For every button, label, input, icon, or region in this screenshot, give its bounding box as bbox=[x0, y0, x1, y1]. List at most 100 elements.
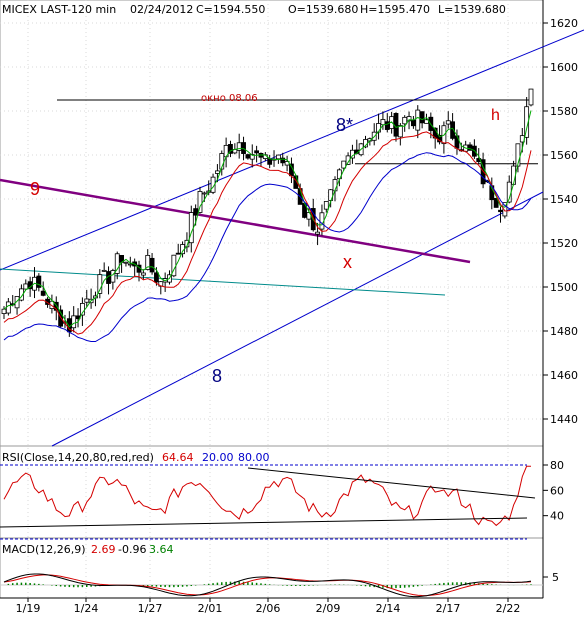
candle-body bbox=[493, 197, 499, 208]
candle-body bbox=[215, 170, 220, 174]
candle-body bbox=[249, 154, 255, 160]
rsi-tick-label: 80 bbox=[550, 459, 564, 472]
y-tick-label: 1520 bbox=[550, 237, 578, 250]
rsi-value: 64.64 bbox=[162, 451, 194, 464]
rsi-support-line bbox=[0, 517, 528, 528]
candle-body bbox=[241, 142, 246, 154]
wave-h-label: h bbox=[491, 107, 500, 124]
candle-body bbox=[210, 176, 216, 193]
rsi-line bbox=[3, 465, 531, 527]
candle-body bbox=[127, 263, 133, 266]
wave-8-star-label: 8* bbox=[336, 115, 353, 135]
candle-body bbox=[175, 252, 181, 255]
x-tick-label: 1/27 bbox=[138, 602, 163, 615]
candle-body bbox=[123, 261, 129, 264]
candle-body bbox=[406, 116, 412, 122]
candle-body bbox=[502, 202, 508, 217]
candle-body bbox=[384, 121, 390, 130]
x-tick-label: 2/06 bbox=[256, 602, 281, 615]
low-value: L=1539.680 bbox=[438, 3, 506, 16]
candle-body bbox=[323, 201, 329, 210]
candle-body bbox=[1, 308, 7, 314]
candle-body bbox=[36, 275, 42, 288]
moving-average-line bbox=[3, 152, 532, 342]
moving-average-line bbox=[3, 110, 532, 328]
macd-tick-label: 5 bbox=[552, 571, 559, 584]
lower-channel-line bbox=[51, 191, 544, 447]
macd-line bbox=[3, 573, 532, 598]
candle-body bbox=[19, 288, 24, 301]
moving-average-line bbox=[3, 131, 532, 335]
macd-signal-line bbox=[3, 574, 532, 597]
candle-body bbox=[53, 301, 59, 311]
candle-body bbox=[498, 209, 503, 213]
x-tick-label: 2/14 bbox=[376, 602, 401, 615]
x-tick-label: 2/22 bbox=[496, 602, 521, 615]
candle-body bbox=[71, 315, 77, 329]
candle-body bbox=[114, 253, 120, 274]
macd-value-1: 2.69 bbox=[91, 543, 116, 556]
y-tick-label: 1480 bbox=[550, 325, 578, 338]
y-axis: 1440 1460 1480 1500 1520 1540 1560 1580 1600 1620… bbox=[543, 17, 578, 584]
y-tick-label: 1620 bbox=[550, 17, 578, 30]
rsi-level-high: 80.00 bbox=[238, 451, 270, 464]
macd-label: MACD(12,26,9) bbox=[2, 543, 86, 556]
high-value: H=1595.470 bbox=[360, 3, 430, 16]
candle-body bbox=[84, 298, 90, 303]
grid bbox=[0, 0, 543, 598]
candle-body bbox=[528, 88, 534, 106]
candle-body bbox=[110, 270, 116, 283]
chart-title: MICEX LAST-120 min bbox=[2, 3, 116, 16]
macd-value-3: 3.64 bbox=[149, 543, 174, 556]
macd-value-2: -0.96 bbox=[118, 543, 146, 556]
x-tick-label: 1/24 bbox=[74, 602, 99, 615]
candle-body bbox=[267, 158, 273, 165]
candle-body bbox=[97, 274, 103, 294]
candle-body bbox=[380, 119, 386, 126]
upper-channel-line bbox=[0, 29, 584, 271]
candle-body bbox=[275, 154, 281, 160]
candle-body bbox=[397, 125, 403, 138]
candle-body bbox=[245, 154, 251, 159]
candle-body bbox=[5, 301, 11, 314]
candle-body bbox=[201, 192, 207, 195]
x-tick-label: 2/17 bbox=[436, 602, 461, 615]
chart-date: 02/24/2012 bbox=[130, 3, 193, 16]
x-tick-label: 1/19 bbox=[16, 602, 41, 615]
candle-body bbox=[415, 109, 421, 131]
rsi-series bbox=[0, 464, 536, 540]
candle-body bbox=[101, 269, 107, 272]
teal-trendline bbox=[0, 268, 446, 296]
candle-body bbox=[450, 121, 456, 139]
y-tick-label: 1500 bbox=[550, 281, 578, 294]
x-tick-label: 2/09 bbox=[316, 602, 341, 615]
candle-body bbox=[419, 111, 425, 124]
rsi-resistance-line bbox=[247, 467, 536, 499]
candle-body bbox=[454, 135, 460, 149]
y-tick-label: 1560 bbox=[550, 149, 578, 162]
y-tick-label: 1440 bbox=[550, 413, 578, 426]
rsi-label: RSI(Close,14,20,80,red,red) bbox=[2, 451, 154, 464]
moving-averages bbox=[3, 110, 532, 342]
y-tick-label: 1540 bbox=[550, 193, 578, 206]
candle-body bbox=[14, 296, 20, 309]
candle-body bbox=[445, 120, 451, 125]
candle-body bbox=[140, 272, 146, 276]
candle-body bbox=[154, 272, 159, 283]
rsi-tick-label: 60 bbox=[550, 484, 564, 497]
close-value: C=1594.550 bbox=[196, 3, 265, 16]
wave-9-label: 9 bbox=[30, 179, 40, 199]
wave-x-label: x bbox=[343, 252, 352, 272]
x-tick-label: 2/01 bbox=[198, 602, 223, 615]
candle-body bbox=[411, 119, 416, 127]
candle-body bbox=[193, 208, 199, 216]
x-axis: 1/19 1/24 1/27 2/01 2/06 2/09 2/14 2/17 2/22 bbox=[0, 597, 543, 615]
candle-body bbox=[280, 157, 286, 164]
candle-body bbox=[149, 257, 155, 273]
candle-body bbox=[197, 190, 203, 213]
macd-series bbox=[0, 573, 543, 598]
gap-label: окно 08.06 bbox=[201, 93, 258, 104]
candle-body bbox=[254, 150, 260, 154]
candle-body bbox=[315, 231, 320, 235]
